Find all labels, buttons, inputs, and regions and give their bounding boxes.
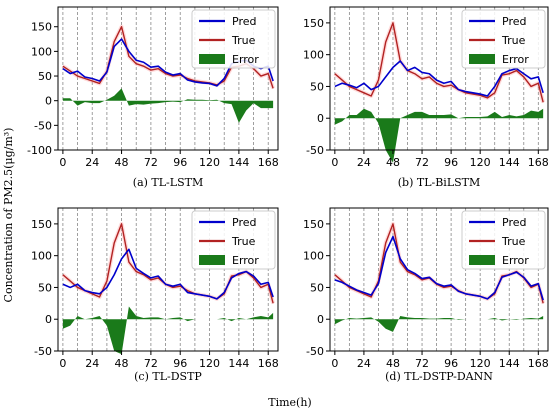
legend-swatch — [469, 255, 495, 265]
y-tick-label: 0 — [45, 95, 52, 108]
legend-swatch — [469, 54, 495, 64]
chart-panel-1: -50 0 50 100 150 0 24 48 72 96 120 144 168 (b) TL-BiL… — [303, 6, 549, 189]
legend-label: Pred — [232, 216, 256, 229]
axes-frame — [57, 6, 279, 151]
x-axis-label: Time(h) — [268, 396, 311, 409]
y-tick-label: -50 — [306, 345, 324, 358]
legend-label: True — [231, 34, 256, 47]
x-tick-label: 24 — [357, 156, 371, 169]
legend-label: Pred — [502, 216, 526, 229]
legend-label: Error — [502, 254, 529, 267]
pred-line — [62, 248, 274, 300]
error-area — [334, 316, 544, 332]
pred-line — [334, 235, 544, 301]
x-tick-label: 48 — [115, 357, 129, 370]
y-tick-label: -50 — [34, 345, 52, 358]
y-tick-label: 50 — [310, 80, 324, 93]
x-tick-label: 72 — [144, 357, 158, 370]
axes-frame — [57, 207, 279, 352]
axes-frame — [329, 207, 549, 352]
y-tick-label: 150 — [303, 17, 324, 30]
x-tick-label: 72 — [144, 156, 158, 169]
x-tick-label: 0 — [331, 357, 338, 370]
x-tick-label: 48 — [386, 156, 400, 169]
legend-box — [191, 9, 276, 69]
legend-swatch — [199, 255, 225, 265]
y-tick-label: 0 — [317, 313, 324, 326]
legend-box — [191, 210, 276, 270]
true-line — [334, 22, 544, 103]
panel-caption: (c) TL-DSTP — [134, 370, 202, 383]
panel-caption: (a) TL-LSTM — [133, 176, 203, 189]
y-tick-label: 50 — [38, 70, 52, 83]
x-tick-label: 168 — [528, 156, 549, 169]
y-tick-label: 50 — [38, 281, 52, 294]
legend-label: Error — [232, 53, 259, 66]
x-tick-label: 144 — [228, 357, 249, 370]
panel-caption: (d) TL-DSTP-DANN — [385, 370, 493, 383]
x-tick-label: 120 — [199, 156, 220, 169]
panel-caption: (b) TL-BiLSTM — [398, 176, 481, 189]
x-tick-label: 120 — [470, 357, 491, 370]
y-tick-label: -100 — [27, 144, 52, 157]
x-tick-label: 120 — [199, 357, 220, 370]
y-tick-label: -50 — [306, 144, 324, 157]
x-tick-label: 168 — [528, 357, 549, 370]
y-tick-label: 0 — [317, 112, 324, 125]
legend-box — [461, 210, 546, 270]
x-tick-label: 0 — [59, 357, 66, 370]
axes-frame — [329, 6, 549, 151]
legend-box — [461, 9, 546, 69]
chart-panel-3: -50 0 50 100 150 0 24 48 72 96 120 144 168 (d) TL-DST… — [303, 207, 549, 383]
error-area — [62, 88, 274, 123]
x-tick-label: 72 — [415, 156, 429, 169]
legend-label: True — [231, 235, 256, 248]
x-tick-label: 0 — [59, 156, 66, 169]
y-tick-label: 100 — [303, 250, 324, 263]
x-tick-label: 24 — [85, 357, 99, 370]
legend-label: Error — [502, 53, 529, 66]
x-tick-label: 144 — [499, 357, 520, 370]
y-tick-label: 150 — [31, 218, 52, 231]
pred-line — [334, 60, 544, 97]
x-tick-label: 144 — [499, 156, 520, 169]
y-tick-label: 100 — [31, 250, 52, 263]
legend-label: Pred — [502, 15, 526, 28]
y-tick-label: 50 — [310, 281, 324, 294]
x-tick-label: 144 — [228, 156, 249, 169]
y-tick-label: 100 — [303, 49, 324, 62]
x-tick-label: 168 — [258, 156, 279, 169]
y-tick-label: -50 — [34, 119, 52, 132]
chart-panel-2: -50 0 50 100 150 0 24 48 72 96 120 144 168 (c) TL-DST… — [31, 207, 279, 383]
y-tick-label: 100 — [31, 45, 52, 58]
x-tick-label: 120 — [470, 156, 491, 169]
chart-panel-0: -100 -50 0 50 100 150 0 24 48 72 96 120 144 168 (a) TL… — [27, 6, 279, 189]
x-tick-label: 48 — [115, 156, 129, 169]
y-axis-label: Concentration of PM2.5(μg/m³) — [2, 128, 15, 303]
x-tick-label: 96 — [444, 156, 458, 169]
x-tick-label: 48 — [386, 357, 400, 370]
x-tick-label: 24 — [85, 156, 99, 169]
y-tick-label: 150 — [31, 21, 52, 34]
y-tick-label: 150 — [303, 218, 324, 231]
y-tick-label: 0 — [45, 313, 52, 326]
x-tick-label: 96 — [173, 357, 187, 370]
x-tick-label: 96 — [444, 357, 458, 370]
legend-label: Pred — [232, 15, 256, 28]
legend-label: True — [501, 34, 526, 47]
x-tick-label: 72 — [415, 357, 429, 370]
legend-label: True — [501, 235, 526, 248]
legend-swatch — [199, 54, 225, 64]
error-area — [62, 306, 274, 355]
x-tick-label: 0 — [331, 156, 338, 169]
x-tick-label: 168 — [258, 357, 279, 370]
legend-label: Error — [232, 254, 259, 267]
x-tick-label: 24 — [357, 357, 371, 370]
error-area — [334, 108, 544, 163]
x-tick-label: 96 — [173, 156, 187, 169]
